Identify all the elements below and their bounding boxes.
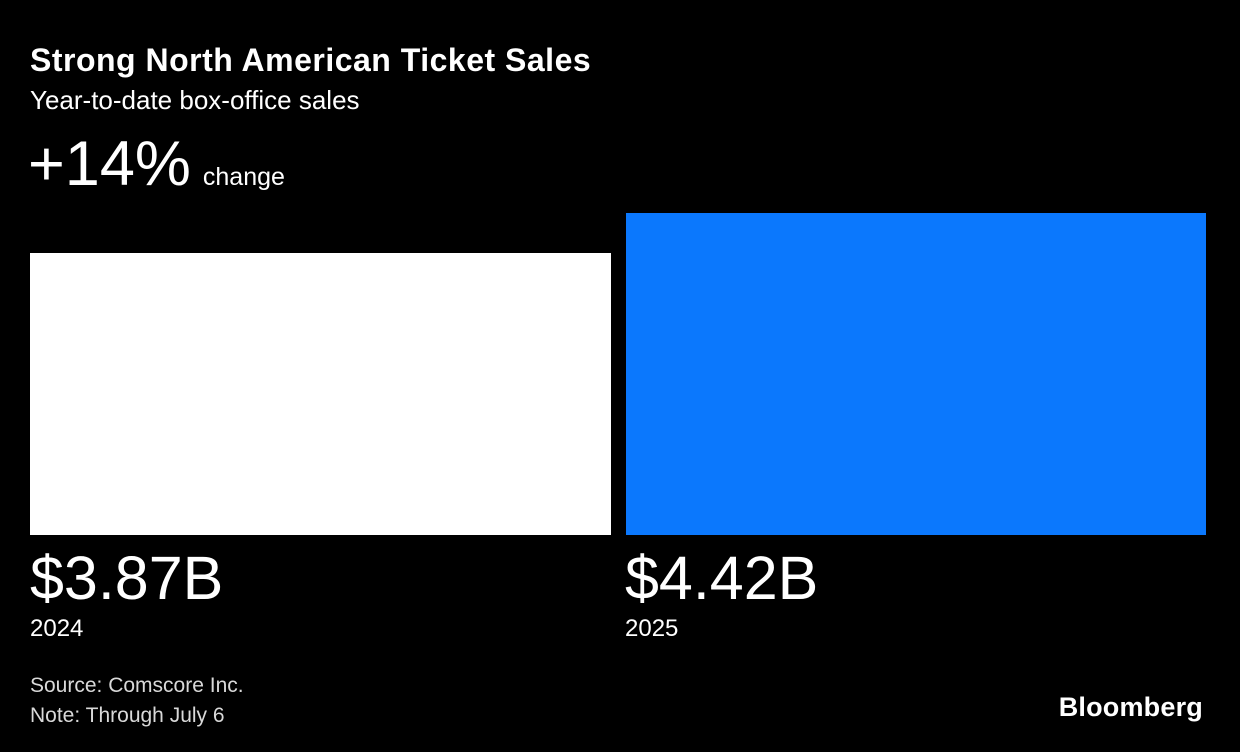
change-value: +14%: [28, 129, 191, 199]
bar-chart: [30, 213, 1206, 535]
value-label-2025: $4.42B: [625, 544, 819, 612]
source-line: Source: Comscore Inc.: [30, 674, 244, 697]
source-note-block: Source: Comscore Inc. Note: Through July…: [30, 671, 244, 732]
year-label-2024: 2024: [30, 615, 84, 642]
note-line: Note: Through July 6: [30, 704, 225, 728]
value-label-2024: $3.87B: [30, 544, 224, 612]
bar-labels-2025: $4.42B 2025: [625, 548, 818, 641]
year-label-2025: 2025: [625, 615, 679, 642]
bar-2024: [30, 253, 611, 535]
bloomberg-logo: Bloomberg: [1058, 692, 1203, 722]
change-annotation: +14% change: [28, 133, 285, 196]
bar-2025: [625, 213, 1206, 535]
change-label: change: [202, 163, 285, 191]
chart-subtitle: Year-to-date box-office sales: [30, 85, 360, 115]
chart-title: Strong North American Ticket Sales: [30, 42, 592, 78]
bar-labels-2024: $3.87B 2024: [30, 548, 223, 641]
